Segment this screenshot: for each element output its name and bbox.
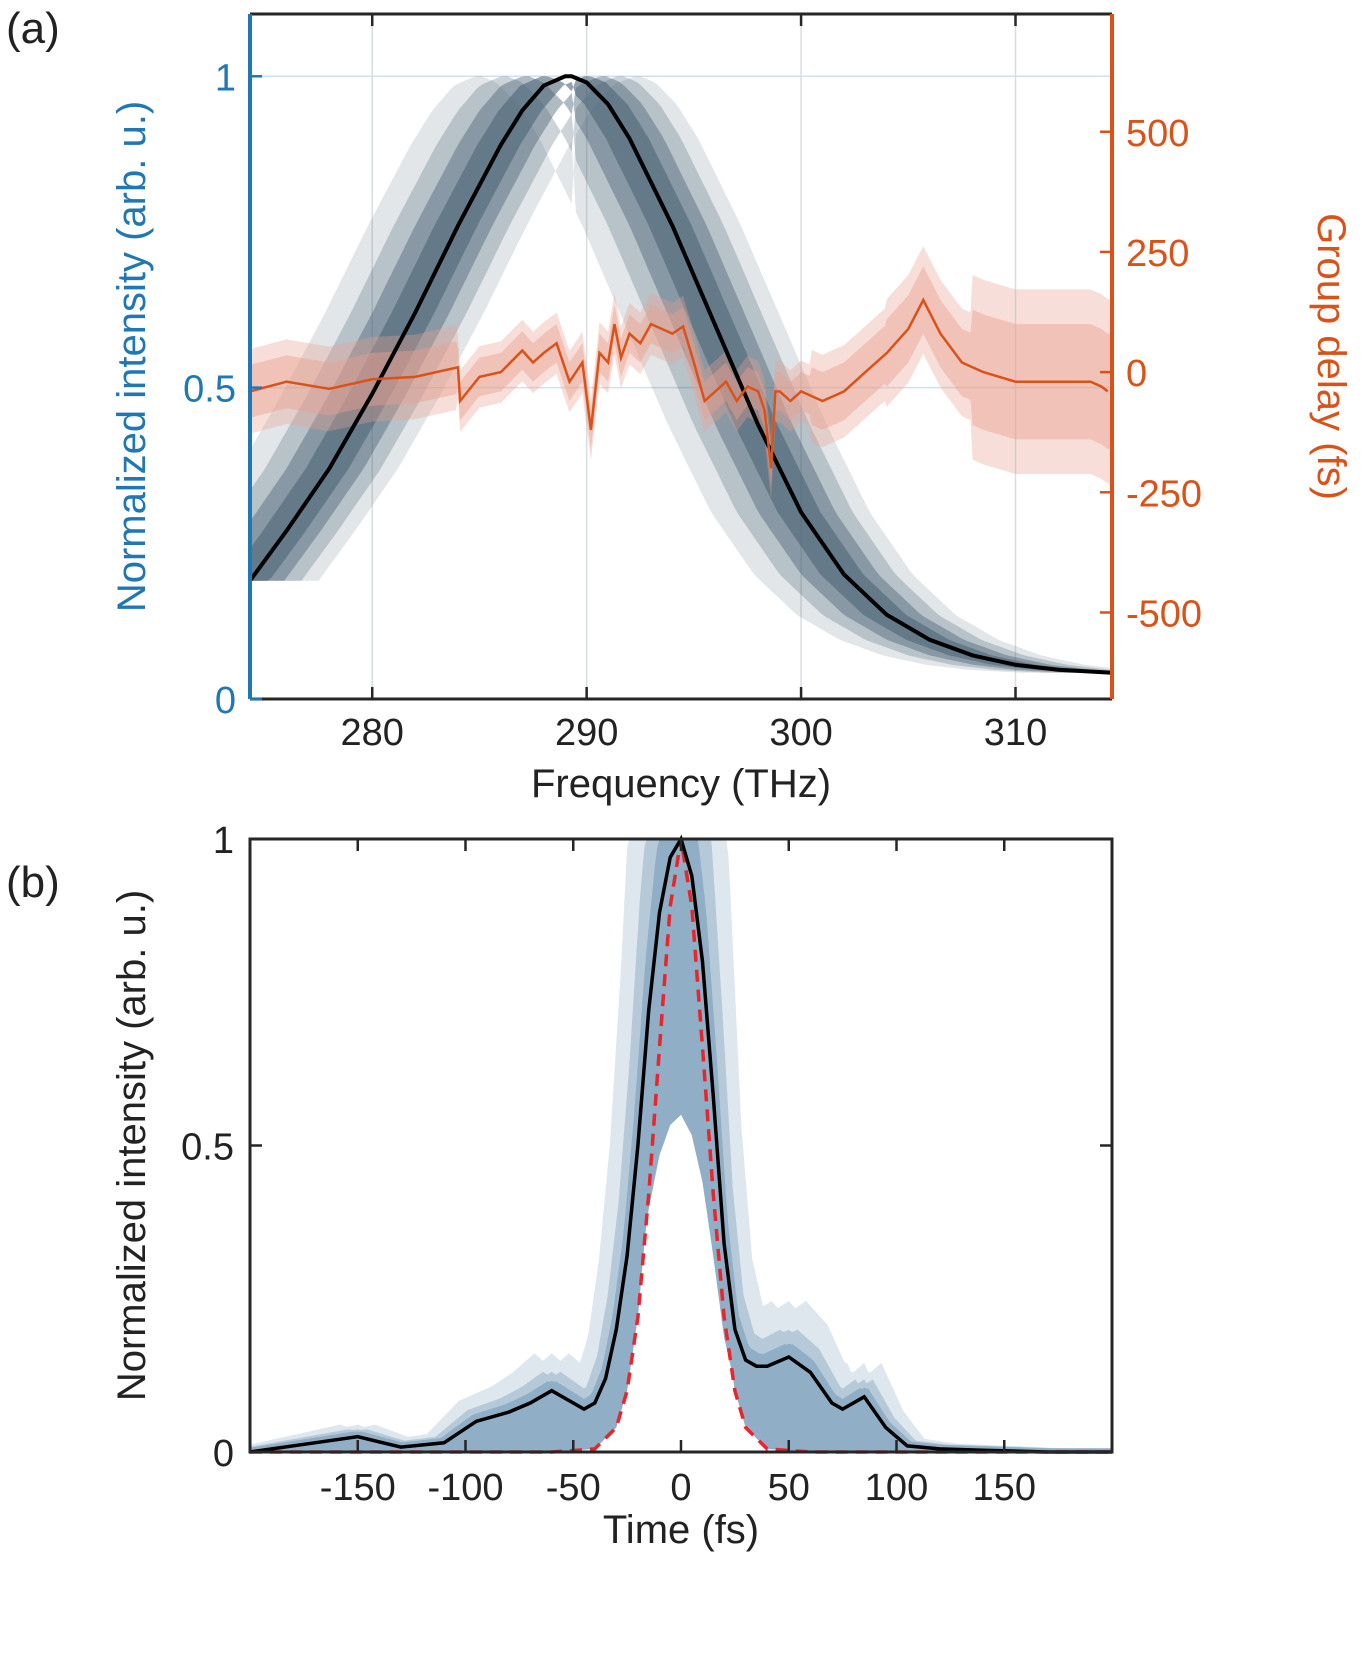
chart-panel-a: 280 290 300 310 0 0.5 1 -500 -250 0 250 500 Frequen… — [110, 12, 1353, 806]
series-mean-group-delay — [249, 297, 1109, 469]
series-lines — [248, 74, 1113, 675]
axes — [248, 12, 1114, 701]
series-mean-spectrum — [248, 74, 1113, 675]
panel-label-a: (a) — [6, 4, 60, 53]
y-tick-label-right: 500 — [1126, 113, 1189, 155]
x-axis-label: Time (fs) — [603, 1508, 759, 1552]
x-tick-label: 290 — [555, 712, 618, 754]
pulse-band-layer — [250, 839, 1112, 1452]
axes — [248, 837, 1114, 1454]
y-axis-label: Normalized intensity (arb. u.) — [110, 890, 154, 1401]
y-tick-label: 1 — [213, 820, 234, 862]
y-tick-label-left: 0 — [215, 680, 236, 722]
x-tick-label: 0 — [670, 1467, 691, 1509]
pulse-ensemble-band — [250, 839, 1112, 1452]
y-tick-label-right: 250 — [1126, 233, 1189, 275]
group-delay-band-layer — [250, 246, 1112, 499]
y-tick-label-right: -500 — [1126, 593, 1202, 635]
x-tick-label: -50 — [546, 1467, 601, 1509]
x-tick-label: 310 — [984, 712, 1047, 754]
y-tick-label: 0 — [213, 1433, 234, 1475]
x-tick-label: -100 — [427, 1467, 503, 1509]
y-tick-label-right: -250 — [1126, 473, 1202, 515]
y-axis-label-left: Normalized intensity (arb. u.) — [110, 101, 154, 612]
y-tick-label-left: 0.5 — [183, 369, 236, 411]
x-tick-label: -150 — [320, 1467, 396, 1509]
chart-panel-b: -150 -100 -50 0 50 100 150 0 0.5 1 Time (fs) Norm… — [110, 820, 1114, 1552]
x-tick-label: 150 — [973, 1467, 1036, 1509]
y-tick-label-left: 1 — [215, 57, 236, 99]
tick-labels: -150 -100 -50 0 50 100 150 0 0.5 1 — [181, 820, 1036, 1509]
group-delay-band-layer — [250, 266, 1112, 488]
tick-labels: 280 290 300 310 0 0.5 1 -500 -250 0 250 500 — [183, 57, 1202, 754]
panel-label-b: (b) — [6, 858, 60, 907]
spectrum-ensemble-band — [250, 76, 1112, 673]
y-tick-label: 0.5 — [181, 1127, 234, 1169]
x-tick-label: 100 — [865, 1467, 928, 1509]
y-tick-label-right: 0 — [1126, 353, 1147, 395]
x-tick-label: 280 — [341, 712, 404, 754]
y-axis-label-right: Group delay (fs) — [1309, 213, 1353, 500]
x-tick-label: 300 — [769, 712, 832, 754]
spectrum-band-layer — [250, 76, 1112, 673]
x-axis-label: Frequency (THz) — [531, 762, 831, 806]
x-tick-label: 50 — [768, 1467, 810, 1509]
group-delay-ensemble-band — [250, 246, 1112, 499]
